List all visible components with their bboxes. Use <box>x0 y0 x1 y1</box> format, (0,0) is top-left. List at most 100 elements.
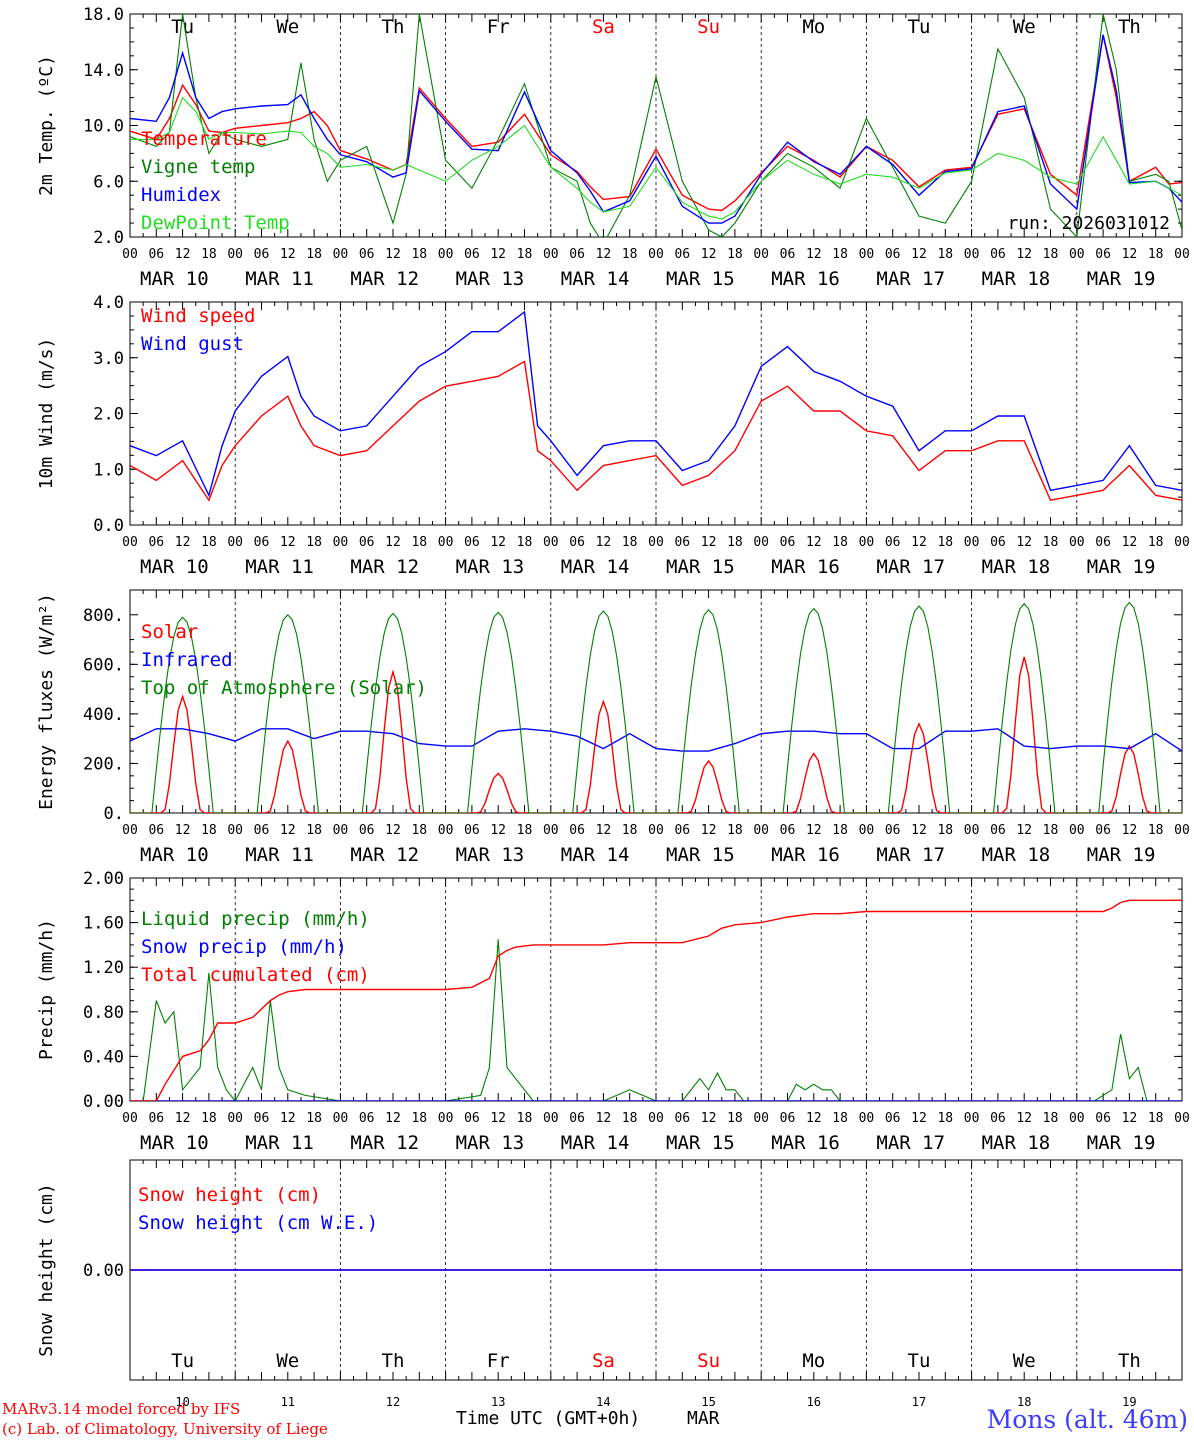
date-label: MAR 13 <box>456 844 525 866</box>
date-label: MAR 19 <box>1087 1132 1156 1154</box>
y-tick-label: 2.00 <box>83 869 124 889</box>
x-tick-label: 12 <box>490 1111 506 1126</box>
y-axis-label: Precip (mm/h) <box>36 919 57 1060</box>
date-label: MAR 15 <box>666 844 735 866</box>
series-line-vigne-temp <box>130 14 1182 237</box>
x-tick-label: 12 <box>911 823 927 838</box>
y-tick-label: 0.00 <box>83 1092 124 1112</box>
x-tick-label: 00 <box>333 535 349 550</box>
x-tick-label: 12 <box>175 823 191 838</box>
x-tick-label: 12 <box>701 1111 717 1126</box>
footer: MARv3.14 model forced by IFS (c) Lab. of… <box>2 1400 1188 1438</box>
panel-4: 0.00 0.40 0.80 1.20 1.60 2.00 Precip (mm/h) 00 0… <box>36 869 1190 1154</box>
weekday-label: We <box>1013 16 1036 38</box>
y-axis-label: Snow height (cm) <box>36 1183 57 1356</box>
series-group <box>130 310 1182 502</box>
x-tick-label: 00 <box>122 1111 138 1126</box>
legend-entry: Temperature <box>141 128 267 150</box>
x-tick-label: 06 <box>990 535 1006 550</box>
panel-5: 0.00 Snow height (cm) Tu We Th Fr Sa Su Mo Tu We Th… <box>36 1159 1183 1409</box>
date-label: MAR 13 <box>456 268 525 290</box>
series-line-top-of-atmosphere-solar- <box>130 601 1182 813</box>
x-tick-label: 12 <box>1122 823 1138 838</box>
series-line-wind-gust <box>130 310 1182 498</box>
x-tick-label: 12 <box>385 823 401 838</box>
y-tick-label: 0.0 <box>93 516 124 536</box>
x-tick-label: 18 <box>517 1111 533 1126</box>
series-group <box>130 601 1182 813</box>
date-label: MAR 13 <box>456 1132 525 1154</box>
x-tick-label: 12 <box>490 535 506 550</box>
x-tick-label: 00 <box>859 247 875 262</box>
x-tick-label: 12 <box>175 535 191 550</box>
x-tick-label: 06 <box>148 247 164 262</box>
day-number: 19 <box>1122 1395 1136 1409</box>
x-tick-label: 18 <box>727 823 743 838</box>
x-tick-label: 06 <box>148 1111 164 1126</box>
y-tick-label: 10.0 <box>83 117 124 137</box>
y-tick-label: 14.0 <box>83 61 124 81</box>
y-tick-label: 200. <box>83 754 124 774</box>
y-tick-label: 2.0 <box>93 405 124 425</box>
panel-3: 0. 200. 400. 600. 800. Energy fluxes (W/m²) 00… <box>36 589 1190 866</box>
plot-frame <box>129 13 1183 238</box>
weekday-label: Mo <box>802 16 825 38</box>
date-label: MAR 10 <box>140 1132 209 1154</box>
x-tick-label: 12 <box>596 247 612 262</box>
panel-1: 2.0 6.0 10.0 14.0 18.0 2m Temp. (ºC) 00 06 12 18 0… <box>36 5 1190 290</box>
x-tick-label: 18 <box>727 247 743 262</box>
x-tick-label: 12 <box>385 247 401 262</box>
x-tick-label: 12 <box>1122 1111 1138 1126</box>
x-tick-label: 12 <box>280 823 296 838</box>
x-tick-label: 18 <box>201 1111 217 1126</box>
legend-entry: DewPoint Temp <box>141 212 290 234</box>
date-label: MAR 16 <box>771 556 840 578</box>
series-line-dewpoint-temp <box>130 96 1182 220</box>
time-axis-label: Time UTC (GMT+0h) <box>456 1408 640 1429</box>
date-label: MAR 19 <box>1087 268 1156 290</box>
x-tick-label: 00 <box>1069 1111 1085 1126</box>
date-label: MAR 16 <box>771 844 840 866</box>
legend-entry: Liquid precip (mm/h) <box>141 908 370 930</box>
panel-2: 0.0 1.0 2.0 3.0 4.0 10m Wind (m/s) 00 06 12 18 00 0… <box>36 293 1190 578</box>
x-tick-label: 12 <box>911 535 927 550</box>
x-tick-label: 00 <box>543 247 559 262</box>
x-tick-label: 00 <box>543 535 559 550</box>
x-tick-label: 00 <box>964 247 980 262</box>
weekday-label: Th <box>1118 1350 1141 1372</box>
x-tick-label: 12 <box>385 535 401 550</box>
date-label: MAR 17 <box>876 1132 945 1154</box>
x-tick-label: 06 <box>885 823 901 838</box>
legend-entry: Snow precip (mm/h) <box>141 936 347 958</box>
x-tick-label: 00 <box>438 1111 454 1126</box>
day-number: 13 <box>491 1395 505 1409</box>
month-label: MAR <box>687 1408 720 1429</box>
weekday-label: Th <box>1118 16 1141 38</box>
x-tick-label: 06 <box>254 1111 270 1126</box>
y-tick-label: 1.60 <box>83 914 124 934</box>
x-tick-label: 06 <box>990 1111 1006 1126</box>
series-line-infrared <box>130 728 1182 752</box>
weekday-label: Tu <box>908 16 931 38</box>
x-tick-label: 18 <box>1148 823 1164 838</box>
x-tick-label: 06 <box>674 535 690 550</box>
weekday-label: Tu <box>171 16 194 38</box>
x-tick-label: 00 <box>333 823 349 838</box>
x-tick-label: 00 <box>543 823 559 838</box>
plot-frame <box>129 301 1183 526</box>
series-line-wind-speed <box>130 360 1182 502</box>
weekday-label: Sa <box>592 16 615 38</box>
panels: 2.06.010.014.018.02m Temp. (ºC)00 06 12 18 0… <box>36 5 1190 1409</box>
x-tick-label: 00 <box>964 823 980 838</box>
date-label: MAR 16 <box>771 268 840 290</box>
x-tick-label: 00 <box>964 535 980 550</box>
day-number: 11 <box>281 1395 295 1409</box>
x-tick-label: 18 <box>832 247 848 262</box>
x-tick-label: 12 <box>701 535 717 550</box>
date-label: MAR 10 <box>140 556 209 578</box>
y-axis-label: Energy fluxes (W/m²) <box>36 593 57 810</box>
x-tick-label: 18 <box>306 1111 322 1126</box>
x-tick-label: 00 <box>227 823 243 838</box>
x-tick-label: 18 <box>411 535 427 550</box>
x-tick-label: 12 <box>911 1111 927 1126</box>
